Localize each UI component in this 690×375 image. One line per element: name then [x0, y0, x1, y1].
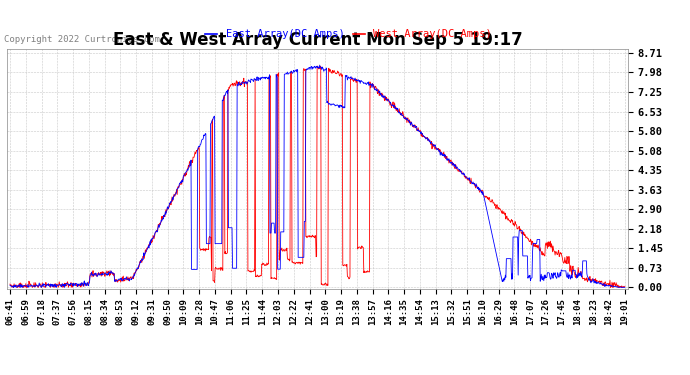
Text: Copyright 2022 Curtronics.com: Copyright 2022 Curtronics.com	[4, 35, 159, 44]
Legend: East Array(DC Amps), West Array(DC Amps): East Array(DC Amps), West Array(DC Amps)	[201, 25, 496, 44]
Title: East & West Array Current Mon Sep 5 19:17: East & West Array Current Mon Sep 5 19:1…	[112, 31, 522, 49]
